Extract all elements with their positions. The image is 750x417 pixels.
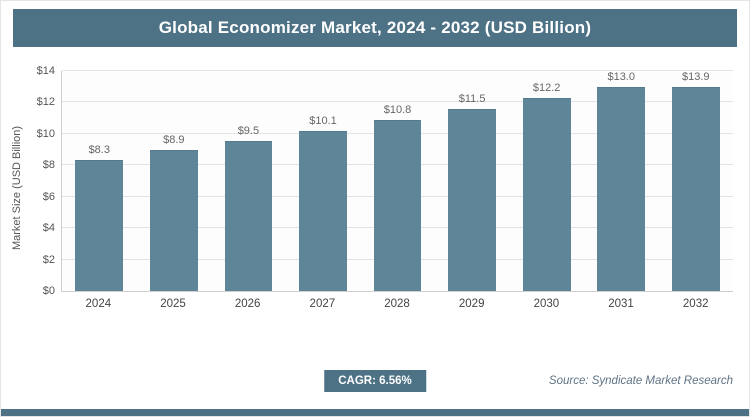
bar-value-label: $8.9 — [163, 134, 185, 147]
y-tick-label: $8 — [42, 159, 55, 172]
y-tick-label: $12 — [36, 96, 55, 109]
chart-title-bar: Global Economizer Market, 2024 - 2032 (U… — [13, 9, 737, 47]
x-tick-label: 2025 — [160, 298, 186, 310]
bar-slot: $8.3 — [62, 71, 137, 291]
bar-slot: $12.2 — [509, 71, 584, 291]
y-axis: $0 $2 $4 $6 $8 $10 $12 $14 — [27, 65, 61, 297]
bar — [75, 159, 124, 291]
bar — [448, 109, 496, 291]
y-axis-title-text: Market Size (USD Billion) — [11, 125, 23, 251]
bar-slot: $8.9 — [137, 71, 212, 291]
bar-value-label: $11.5 — [458, 93, 486, 106]
bar-value-label: $10.1 — [309, 115, 337, 128]
gridline — [62, 101, 733, 103]
bars-container: $8.3 $8.9 $9.5 $10.1 $10.8 $11.5 $12.2 $13.0 $13… — [62, 71, 733, 291]
y-tick-label: $0 — [42, 285, 55, 297]
bar-slot: $13.0 — [584, 71, 659, 291]
footer-row: CAGR: 6.56% Source: Syndicate Market Res… — [1, 370, 749, 396]
x-tick-label: 2028 — [384, 298, 410, 310]
cagr-badge: CAGR: 6.56% — [324, 370, 426, 392]
x-tick-label: 2027 — [309, 298, 336, 310]
plot-column: $8.3 $8.9 $9.5 $10.1 $10.8 $11.5 $12.2 $13.0 $13… — [61, 63, 733, 313]
bar-value-label: $10.8 — [383, 104, 412, 117]
x-tick-label: 2026 — [234, 298, 261, 310]
bar-value-label: $12.2 — [532, 82, 561, 95]
bar-value-label: $8.3 — [88, 143, 110, 156]
x-axis-labels: 2024 2025 2026 2027 2028 2029 2030 2031 2032 — [61, 298, 733, 310]
bar-slot: $13.9 — [659, 71, 734, 291]
bar — [597, 87, 646, 291]
bar — [373, 120, 422, 291]
bar — [522, 98, 571, 291]
bar-slot: $10.1 — [286, 71, 361, 291]
bar — [299, 131, 347, 291]
bar — [671, 87, 720, 291]
plot-area: $8.3 $8.9 $9.5 $10.1 $10.8 $11.5 $12.2 $13.0 $13… — [61, 70, 733, 292]
x-tick-label: 2024 — [85, 298, 112, 310]
bar-value-label: $13.9 — [682, 71, 710, 83]
x-tick-label: 2029 — [458, 298, 485, 310]
x-tick-label: 2032 — [682, 298, 709, 310]
y-tick-label: $14 — [36, 65, 55, 77]
bar-value-label: $13.0 — [607, 71, 635, 83]
bar — [149, 150, 198, 291]
bar-slot: $10.8 — [360, 71, 435, 291]
bar-value-label: $9.5 — [237, 124, 260, 137]
y-tick-label: $10 — [36, 127, 55, 140]
y-tick-label: $4 — [42, 222, 55, 235]
bottom-accent-strip — [1, 409, 749, 416]
bar — [224, 140, 273, 291]
chart-title: Global Economizer Market, 2024 - 2032 (U… — [158, 18, 592, 37]
x-tick-label: 2030 — [533, 298, 560, 310]
y-tick-label: $2 — [42, 253, 55, 266]
y-tick-label: $6 — [42, 190, 55, 203]
gridline — [62, 70, 733, 71]
bar-slot: $9.5 — [211, 71, 286, 291]
chart-area: Market Size (USD Billion) $0 $2 $4 $6 $8 $10 $… — [7, 63, 733, 313]
bar-slot: $11.5 — [435, 71, 510, 291]
y-axis-title: Market Size (USD Billion) — [7, 63, 27, 313]
x-tick-label: 2031 — [608, 298, 634, 310]
source-text: Source: Syndicate Market Research — [548, 375, 733, 387]
